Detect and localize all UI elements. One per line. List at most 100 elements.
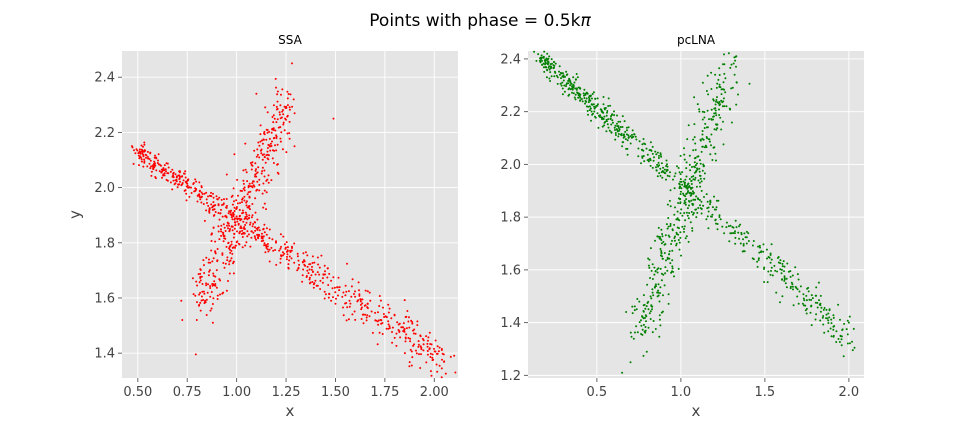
scatter-point: [647, 158, 650, 161]
scatter-point: [272, 162, 275, 164]
scatter-point: [225, 245, 228, 248]
scatter-point: [606, 110, 609, 112]
scatter-point: [254, 175, 257, 178]
scatter-point: [308, 268, 311, 271]
scatter-point: [422, 349, 425, 352]
scatter-point: [280, 245, 282, 248]
scatter-point: [733, 73, 736, 76]
scatter-point: [657, 161, 660, 164]
scatter-point: [576, 87, 578, 90]
scatter-point: [707, 227, 710, 230]
scatter-point: [190, 192, 193, 194]
scatter-point: [658, 300, 661, 303]
scatter-point: [283, 243, 286, 246]
scatter-point: [200, 295, 203, 298]
scatter-point: [659, 174, 662, 177]
scatter-point: [243, 227, 245, 230]
scatter-point: [615, 128, 618, 131]
scatter-point: [664, 272, 667, 275]
scatter-point: [658, 164, 661, 167]
scatter-point: [743, 250, 746, 253]
scatter-point: [258, 178, 261, 181]
scatter-point: [721, 105, 724, 108]
scatter-point: [688, 154, 691, 157]
scatter-point: [429, 356, 432, 358]
scatter-point: [678, 219, 681, 222]
scatter-point: [718, 74, 721, 76]
scatter-point: [256, 218, 259, 221]
scatter-point: [666, 174, 669, 177]
scatter-point: [630, 335, 633, 338]
scatter-point: [225, 198, 228, 200]
scatter-point: [247, 205, 250, 208]
scatter-point: [571, 91, 573, 94]
scatter-point: [613, 114, 616, 117]
scatter-point: [254, 197, 257, 200]
scatter-point: [656, 151, 659, 154]
scatter-point: [242, 220, 245, 223]
scatter-point: [573, 96, 576, 99]
scatter-point: [716, 82, 719, 85]
scatter-point: [671, 249, 674, 252]
scatter-point: [830, 322, 833, 325]
scatter-point: [654, 150, 657, 153]
scatter-point: [431, 353, 434, 356]
scatter-point: [779, 259, 782, 262]
scatter-point: [769, 273, 772, 276]
scatter-point: [166, 172, 169, 175]
scatter-point: [642, 310, 645, 312]
scatter-point: [682, 194, 685, 197]
scatter-point: [262, 227, 265, 230]
scatter-point: [184, 189, 187, 192]
scatter-point: [678, 241, 681, 244]
scatter-point: [549, 71, 552, 74]
scatter-point: [258, 189, 261, 192]
scatter-point: [685, 175, 688, 178]
scatter-point: [715, 222, 717, 225]
scatter-point: [411, 321, 414, 323]
scatter-point: [261, 154, 264, 156]
scatter-point: [671, 265, 674, 268]
scatter-point: [621, 141, 624, 144]
scatter-point: [269, 149, 272, 152]
scatter-point: [767, 270, 770, 273]
scatter-point: [154, 154, 156, 157]
scatter-point: [216, 198, 219, 201]
scatter-point: [627, 126, 630, 129]
scatter-point: [777, 261, 780, 264]
scatter-point: [380, 319, 383, 322]
scatter-point: [614, 124, 617, 127]
scatter-point: [691, 186, 694, 189]
scatter-point: [142, 155, 145, 158]
scatter-point: [426, 339, 429, 342]
scatter-point: [705, 193, 708, 196]
scatter-point: [262, 206, 265, 209]
x-tick-label: 1.25: [272, 385, 301, 400]
scatter-point: [243, 195, 246, 198]
scatter-point: [674, 235, 676, 238]
scatter-point: [279, 261, 282, 264]
scatter-point: [146, 150, 149, 153]
scatter-point: [640, 162, 642, 165]
scatter-point: [345, 319, 348, 322]
scatter-point: [139, 155, 142, 158]
scatter-point: [408, 326, 411, 329]
scatter-point: [635, 138, 638, 141]
scatter-point: [666, 258, 669, 260]
scatter-point: [249, 221, 252, 224]
scatter-point: [275, 121, 278, 124]
scatter-point: [701, 110, 704, 113]
scatter-point: [152, 168, 155, 171]
scatter-point: [212, 205, 214, 208]
scatter-point: [666, 168, 669, 171]
scatter-point: [603, 115, 606, 118]
scatter-point: [651, 288, 654, 291]
scatter-point: [701, 145, 704, 148]
scatter-point: [266, 131, 269, 134]
scatter-point: [568, 93, 571, 96]
scatter-point: [710, 215, 712, 218]
scatter-point: [685, 211, 688, 214]
scatter-point: [244, 142, 247, 145]
scatter-point: [779, 301, 781, 304]
scatter-point: [222, 233, 225, 236]
